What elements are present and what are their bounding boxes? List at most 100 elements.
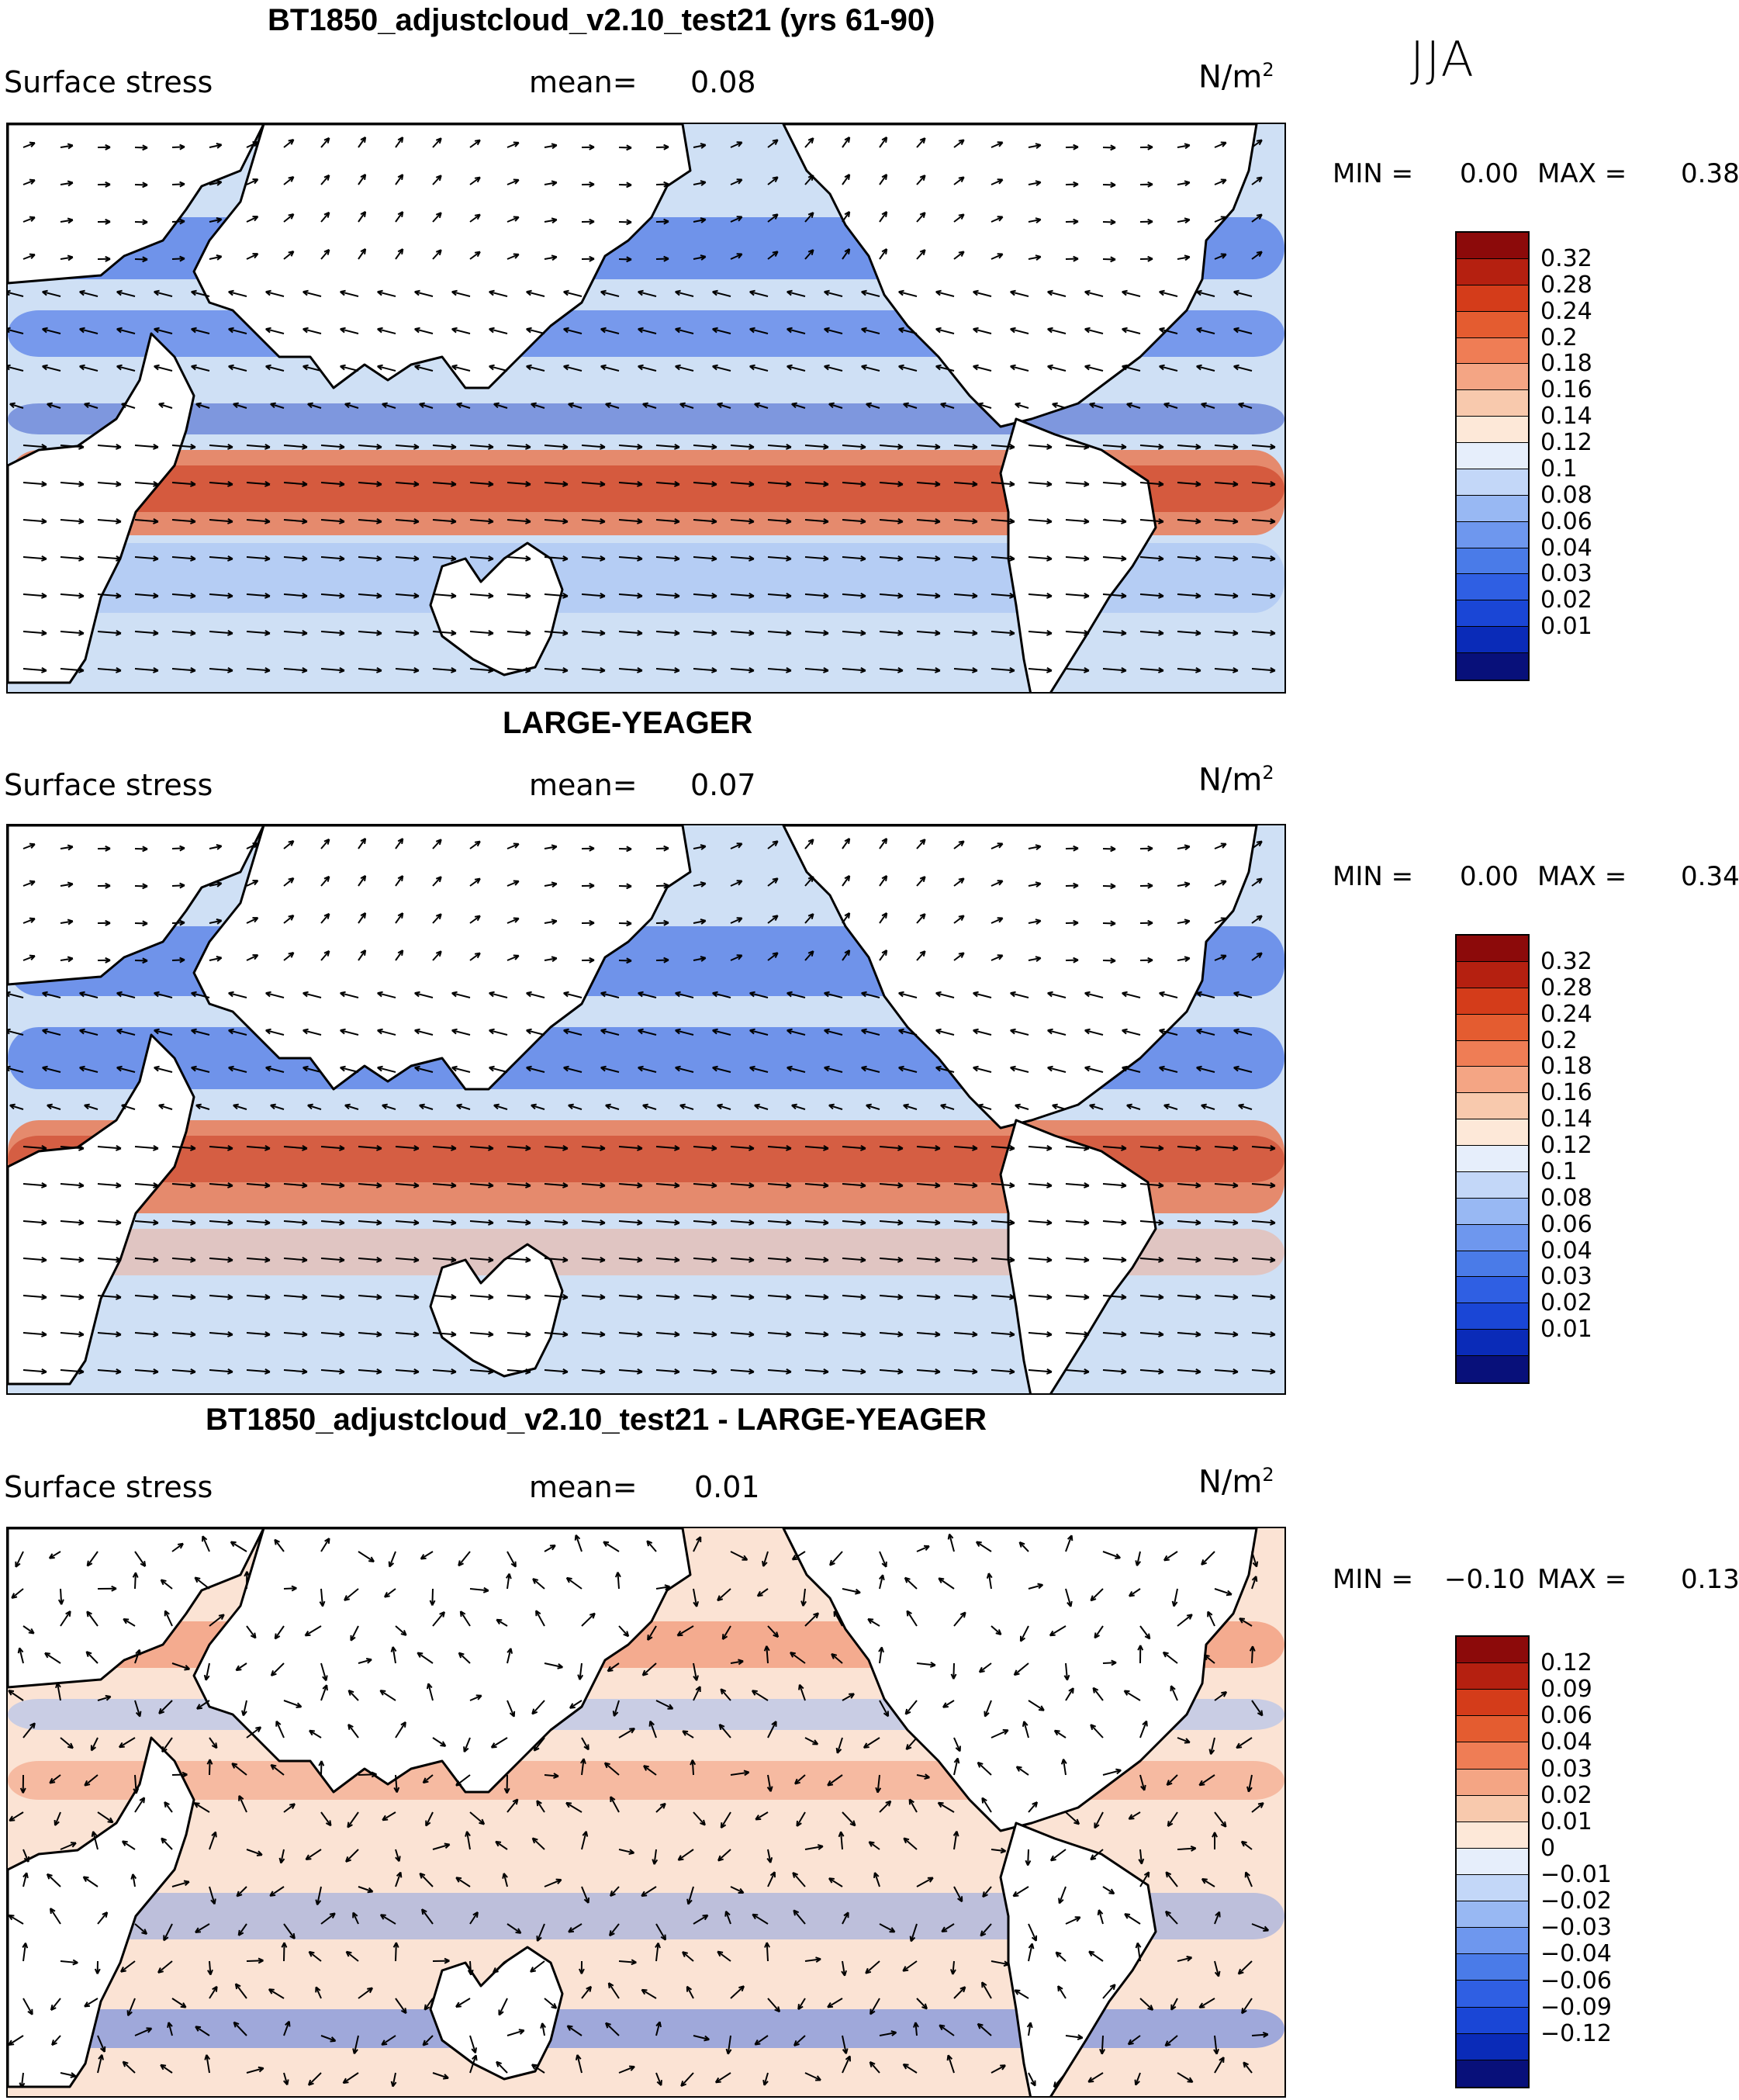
wind-arrow <box>879 875 888 887</box>
wind-arrowhead <box>489 289 495 296</box>
wind-arrow <box>320 1662 327 1681</box>
wind-arrowhead <box>339 1181 345 1188</box>
wind-arrowhead <box>1270 1330 1276 1337</box>
wind-arrow <box>693 919 706 924</box>
panel-3-max-value: 0.13 <box>1681 1564 1739 1595</box>
wind-arrowhead <box>551 881 558 888</box>
wind-arrowhead <box>1147 255 1153 262</box>
wind-arrow <box>581 1332 605 1336</box>
wind-arrowhead <box>898 1028 904 1035</box>
wind-arrow <box>395 519 419 523</box>
wind-arrow <box>134 1183 158 1187</box>
wind-arrowhead <box>1186 1955 1193 1962</box>
wind-arrow <box>563 365 583 372</box>
wind-arrow <box>209 668 233 672</box>
wind-arrow <box>60 556 84 560</box>
wind-arrow <box>265 992 285 998</box>
wind-arrow <box>22 445 47 448</box>
wind-arrow <box>97 668 121 672</box>
colorbar-swatch <box>1457 521 1528 548</box>
wind-arrow <box>191 365 210 372</box>
wind-arrowhead <box>79 991 85 998</box>
wind-arrowhead <box>742 1555 748 1561</box>
wind-arrow <box>655 1146 679 1150</box>
wind-arrowhead <box>1158 1256 1164 1263</box>
wind-arrow <box>613 1700 620 1717</box>
wind-arrowhead <box>1015 1766 1022 1772</box>
wind-arrow <box>940 1104 955 1110</box>
wind-arrow <box>604 1762 620 1776</box>
wind-arrowhead <box>340 327 346 334</box>
wind-arrow <box>1251 1551 1258 1567</box>
wind-arrowhead <box>195 1103 202 1110</box>
wind-arrow <box>432 1146 456 1150</box>
wind-arrow <box>1251 915 1263 924</box>
wind-arrowhead <box>769 1871 776 1878</box>
wind-arrowhead <box>600 364 607 371</box>
wind-arrow <box>414 992 434 998</box>
wind-arrow <box>981 1981 992 1999</box>
wind-arrowhead <box>958 251 965 258</box>
wind-arrowhead <box>958 139 965 146</box>
wind-arrowhead <box>1195 592 1201 599</box>
wind-arrow <box>730 1771 749 1776</box>
wind-arrowhead <box>133 1787 140 1794</box>
wind-arrow <box>22 1369 47 1373</box>
wind-arrow <box>60 1183 84 1187</box>
wind-arrowhead <box>345 1950 352 1957</box>
wind-arrowhead <box>797 2004 804 2011</box>
wind-arrowhead <box>623 1631 630 1638</box>
wind-arrow <box>754 2035 769 2046</box>
wind-arrow <box>209 919 222 924</box>
wind-arrowhead <box>377 364 383 371</box>
wind-arrowhead <box>8 1690 15 1696</box>
wind-arrowhead <box>513 954 520 960</box>
wind-arrowhead <box>958 840 965 847</box>
colorbar-tick-label: 0.24 <box>1540 297 1592 325</box>
wind-arrowhead <box>1147 882 1153 889</box>
wind-arrow <box>1139 1849 1143 1864</box>
wind-arrowhead <box>19 2082 26 2088</box>
wind-arrowhead <box>786 592 792 599</box>
wind-arrow <box>506 954 520 961</box>
wind-arrowhead <box>637 480 643 487</box>
wind-arrowhead <box>663 919 669 926</box>
wind-arrow <box>842 1911 849 1925</box>
wind-arrowhead <box>972 666 978 673</box>
wind-arrowhead <box>191 327 197 334</box>
colorbar-swatch <box>1457 337 1528 365</box>
wind-arrowhead <box>376 1181 382 1188</box>
wind-arrow <box>767 1295 791 1299</box>
wind-arrow <box>228 365 247 372</box>
wind-arrowhead <box>1196 1028 1202 1035</box>
wind-arrow <box>916 445 940 448</box>
wind-arrowhead <box>712 364 718 371</box>
wind-arrowhead <box>569 1703 576 1709</box>
wind-arrowhead <box>612 1711 619 1717</box>
wind-arrowhead <box>700 180 707 186</box>
wind-arrow <box>209 255 222 260</box>
wind-arrowhead <box>958 213 965 220</box>
wind-arrowhead <box>376 1293 382 1300</box>
wind-arrowhead <box>675 991 681 998</box>
wind-arrow <box>1236 1737 1253 1749</box>
wind-arrow <box>991 216 1004 223</box>
wind-arrow <box>171 258 185 260</box>
wind-arrowhead <box>458 1560 464 1567</box>
wind-arrow <box>154 365 173 372</box>
wind-arrow <box>283 2021 290 2036</box>
wind-arrowhead <box>935 592 941 599</box>
wind-arrowhead <box>383 1591 390 1598</box>
wind-arrowhead <box>626 256 632 263</box>
wind-arrow <box>730 556 754 560</box>
wind-arrow <box>842 1146 866 1150</box>
wind-arrow <box>134 1258 158 1261</box>
wind-arrowhead <box>720 1688 727 1695</box>
wind-arrow <box>395 482 419 486</box>
wind-arrowhead <box>583 1897 590 1904</box>
panel-2-mean-value: 0.07 <box>690 768 756 802</box>
wind-arrow <box>419 1104 434 1110</box>
wind-arrowhead <box>227 629 233 636</box>
wind-arrowhead <box>417 1652 424 1659</box>
wind-arrowhead <box>589 882 595 889</box>
